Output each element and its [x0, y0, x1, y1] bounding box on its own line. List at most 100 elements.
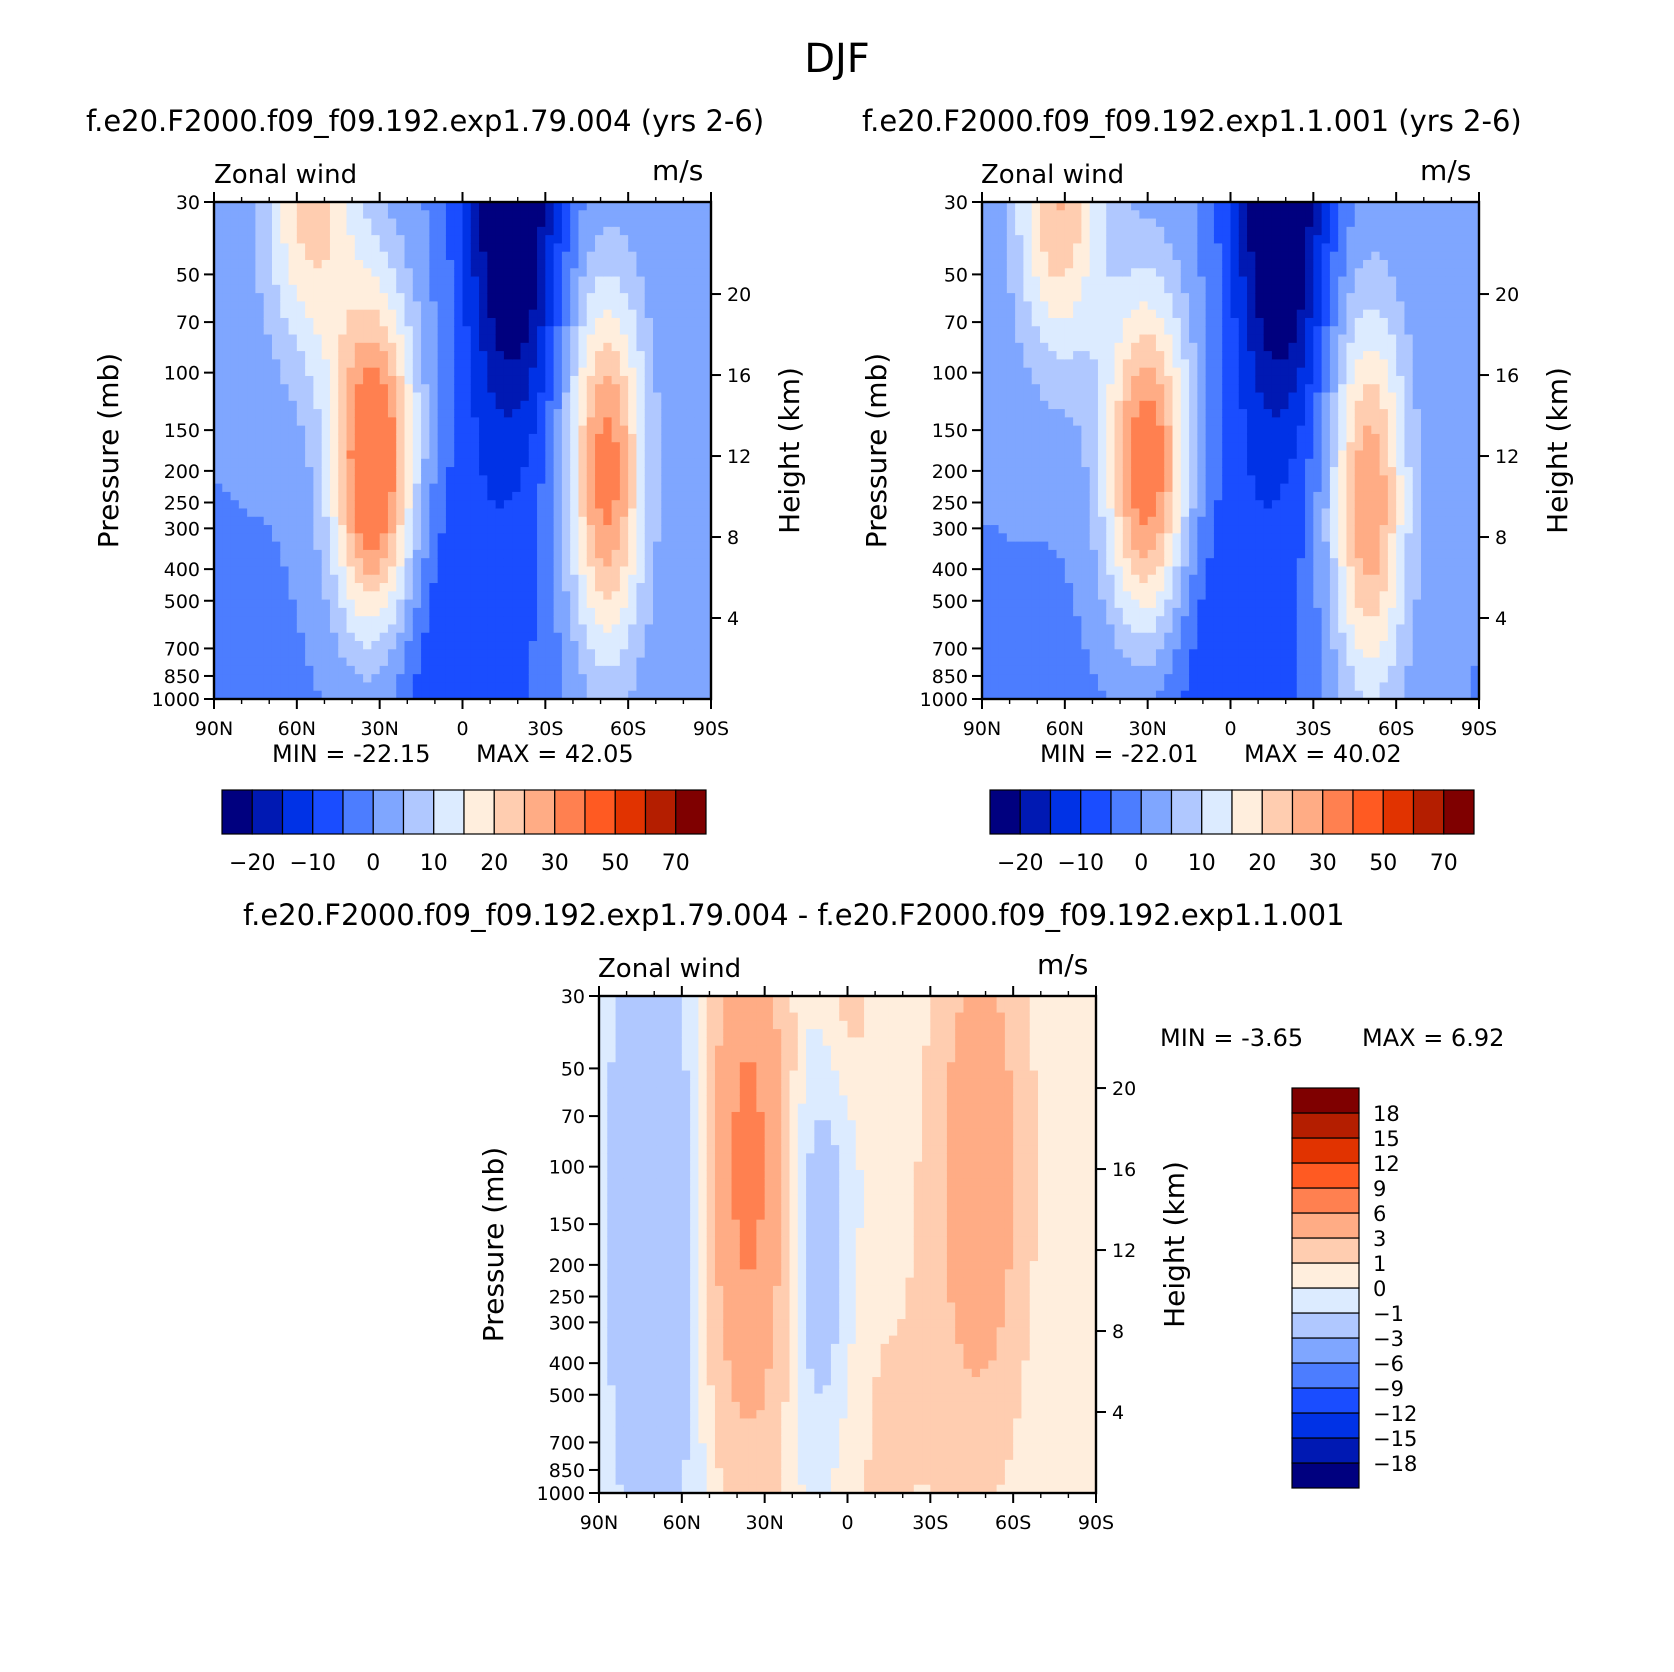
panel1-cell [669, 583, 679, 592]
panel1-cell [379, 425, 389, 435]
panel1-cell [404, 616, 414, 626]
panel1-cell [230, 500, 240, 510]
panel1-cell [686, 375, 696, 385]
panel1-cell [628, 500, 638, 510]
panel1-cell [454, 334, 464, 344]
panel2-cell [1064, 574, 1074, 584]
panel1-cell [305, 243, 314, 253]
panel1-cell [644, 500, 654, 510]
panel2-cell [1097, 226, 1107, 236]
panel1-cell [238, 574, 248, 584]
panel1-cell [214, 392, 223, 402]
panel2-cell [1048, 226, 1058, 236]
panel1-cell [313, 541, 323, 551]
panel1-min: MIN = -22.15 [272, 740, 431, 768]
panel1-cell [338, 500, 348, 510]
panel1-cell [644, 218, 654, 228]
panel1-cell [454, 458, 464, 468]
panel1-cell [404, 500, 414, 510]
panel1-cell [396, 326, 406, 336]
panel2-cell [1122, 309, 1132, 319]
panel2-cell [1139, 616, 1149, 626]
panel1-cell [222, 574, 232, 584]
panel2-cell [982, 309, 991, 319]
panel1-cell [230, 417, 240, 427]
panel2-cell [1073, 359, 1082, 369]
panel1-cell [578, 409, 588, 418]
panel1-cell [644, 665, 654, 675]
panel1-cell [404, 558, 414, 568]
panel1-cell [346, 334, 356, 344]
panel1-cell [387, 616, 397, 626]
panel2-cell [1073, 425, 1082, 435]
panel1-cell [561, 475, 571, 485]
panel1-cell [379, 541, 389, 551]
panel1-cell [686, 541, 696, 551]
panel2-cell [1097, 583, 1107, 592]
panel1-cell [694, 334, 704, 344]
panel1-cell [619, 276, 629, 286]
panel1-cell [338, 624, 348, 634]
panel2-cell [1039, 235, 1049, 245]
panel1-cell [644, 574, 654, 584]
panel1-cell [280, 450, 290, 460]
panel2-cell [1006, 574, 1016, 584]
panel2-cell [1006, 682, 1016, 692]
panel1-cell [305, 607, 314, 617]
panel1-cell [528, 657, 538, 667]
panel2-cell [1147, 334, 1157, 344]
panel1-cell [338, 458, 348, 468]
panel1-cell [354, 425, 364, 435]
panel1-cell [230, 202, 240, 211]
panel2-cell [1056, 259, 1066, 269]
panel1-cell [230, 508, 240, 518]
panel1-cell [296, 467, 306, 476]
panel1-cell [255, 226, 265, 236]
panel1-cell [545, 649, 555, 659]
panel1-cell [280, 533, 290, 543]
panel1-cell [644, 301, 654, 311]
panel1-cell [479, 367, 488, 377]
panel1-cell [313, 500, 323, 510]
panel2-cell [1122, 301, 1132, 311]
panel1-cell [644, 309, 654, 319]
panel2-cell [1122, 409, 1132, 418]
panel1-cell [387, 632, 397, 642]
panel1-cell [222, 674, 232, 684]
panel1-cell [553, 251, 563, 261]
panel1-cell [528, 641, 538, 650]
panel1-cell [520, 251, 530, 261]
panel2-cell [1048, 359, 1058, 369]
panel1-cell [305, 549, 314, 559]
panel1-cell [437, 309, 447, 319]
panel1-cell [437, 442, 447, 452]
panel1-units-label: m/s [652, 154, 704, 187]
panel1-cell [644, 566, 654, 576]
panel1-cell [537, 682, 546, 692]
panel1-cell [421, 326, 430, 336]
panel1-cell [396, 558, 406, 568]
panel1-cell [561, 674, 571, 684]
panel1-cell [214, 409, 223, 418]
panel1-cell [553, 541, 563, 551]
panel1-cell [528, 591, 538, 601]
panel1-cell [338, 516, 348, 526]
panel1-cell [487, 690, 497, 700]
panel1-cell [694, 665, 704, 675]
panel1-cell [247, 235, 257, 245]
panel1-cell [586, 591, 596, 601]
panel2-cell [982, 251, 991, 261]
panel1-cell [371, 251, 381, 261]
panel2-cell [1139, 409, 1149, 418]
panel1-cell [653, 475, 662, 485]
panel1-cell [404, 632, 414, 642]
panel1-cell [595, 674, 604, 684]
panel1-cell [371, 268, 381, 278]
panel1-cell [570, 235, 580, 245]
panel1-cell [702, 549, 712, 559]
panel1-cell [238, 483, 248, 493]
panel2-cell [1081, 342, 1091, 352]
panel1-cell [487, 591, 497, 601]
panel2-cell [998, 674, 1008, 684]
panel1-cell [545, 268, 555, 278]
